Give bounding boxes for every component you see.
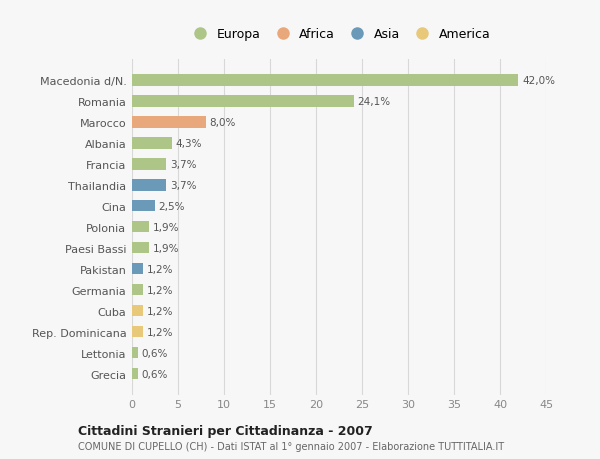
Bar	[132, 326, 143, 338]
Bar	[132, 305, 143, 317]
Text: 1,9%: 1,9%	[153, 243, 179, 253]
Bar	[132, 117, 206, 128]
Text: 1,2%: 1,2%	[147, 285, 173, 295]
Text: 1,2%: 1,2%	[147, 306, 173, 316]
Text: 24,1%: 24,1%	[358, 96, 391, 106]
Text: 8,0%: 8,0%	[209, 118, 236, 128]
Bar	[132, 201, 155, 212]
Text: 1,2%: 1,2%	[147, 264, 173, 274]
Bar	[132, 284, 143, 296]
Bar	[132, 138, 172, 149]
Text: 1,9%: 1,9%	[153, 222, 179, 232]
Text: 2,5%: 2,5%	[158, 202, 185, 211]
Bar	[132, 96, 354, 107]
Text: 42,0%: 42,0%	[522, 76, 555, 86]
Bar	[132, 368, 137, 380]
Bar	[132, 263, 143, 275]
Text: 1,2%: 1,2%	[147, 327, 173, 337]
Bar	[132, 179, 166, 191]
Text: COMUNE DI CUPELLO (CH) - Dati ISTAT al 1° gennaio 2007 - Elaborazione TUTTITALIA: COMUNE DI CUPELLO (CH) - Dati ISTAT al 1…	[78, 441, 504, 451]
Bar	[132, 75, 518, 86]
Text: Cittadini Stranieri per Cittadinanza - 2007: Cittadini Stranieri per Cittadinanza - 2…	[78, 424, 373, 437]
Bar	[132, 221, 149, 233]
Legend: Europa, Africa, Asia, America: Europa, Africa, Asia, America	[185, 26, 493, 44]
Bar	[132, 347, 137, 358]
Bar	[132, 242, 149, 254]
Text: 0,6%: 0,6%	[141, 348, 167, 358]
Text: 4,3%: 4,3%	[175, 139, 202, 148]
Bar	[132, 159, 166, 170]
Text: 3,7%: 3,7%	[170, 180, 196, 190]
Text: 3,7%: 3,7%	[170, 159, 196, 169]
Text: 0,6%: 0,6%	[141, 369, 167, 379]
